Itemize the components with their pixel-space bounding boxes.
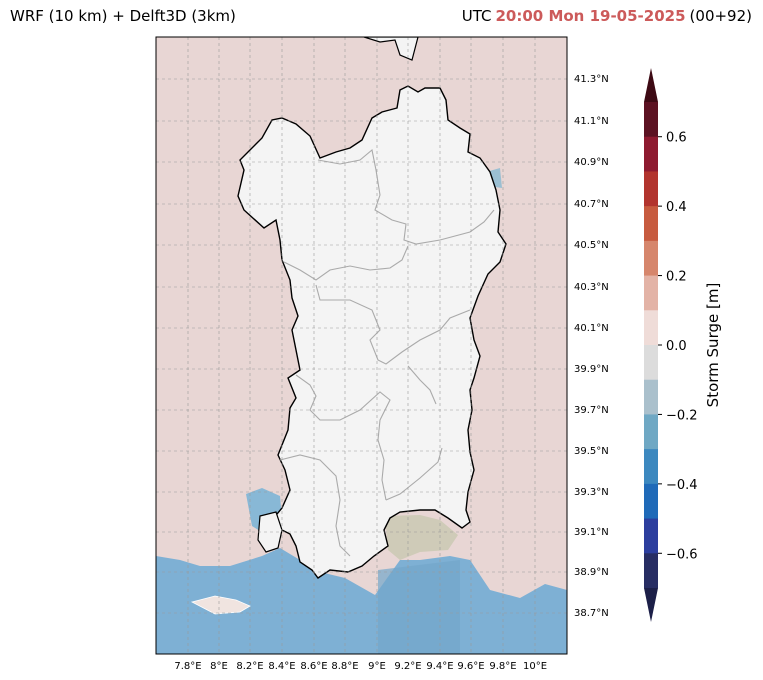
lon-label: 8.8°E [331, 661, 358, 672]
colorbar-tick-label: −0.2 [666, 408, 698, 423]
colorbar-band [644, 102, 658, 138]
lon-label: 9.2°E [394, 661, 421, 672]
colorbar-tick-label: −0.6 [666, 547, 698, 562]
colorbar-over-arrow [644, 68, 658, 102]
lat-label: 39.5°N [574, 446, 609, 457]
lat-label: 41.1°N [574, 116, 609, 127]
colorbar-band [644, 518, 658, 554]
colorbar-band [644, 206, 658, 242]
negative-surge-darker [378, 560, 460, 654]
lat-label: 40.7°N [574, 199, 609, 210]
lon-label: 9°E [368, 661, 386, 672]
lon-label: 8°E [210, 661, 228, 672]
lon-label: 9.4°E [426, 661, 453, 672]
lon-label: 7.8°E [174, 661, 201, 672]
longitude-labels: 7.8°E 8°E 8.2°E 8.4°E 8.6°E 8.8°E 9°E 9.… [174, 661, 547, 672]
colorbar-band [644, 240, 658, 277]
colorbar-tick-label: 0.2 [666, 270, 687, 285]
colorbar-tick-label: 0.6 [666, 131, 687, 146]
corsica-tip [363, 37, 419, 61]
sardinia-island [237, 85, 507, 579]
colorbar-band [644, 171, 658, 207]
west-coast-island [190, 595, 251, 615]
lead-time: (00+92) [689, 7, 752, 25]
lon-label: 10°E [523, 661, 547, 672]
lat-label: 40.3°N [574, 282, 609, 293]
colorbar-band [644, 136, 658, 172]
colorbar-tick-label: 0.0 [666, 339, 687, 354]
lat-label: 39.3°N [574, 487, 609, 498]
lat-label: 39.9°N [574, 364, 609, 375]
colorbar-title: Storm Surge [m] [704, 283, 722, 408]
colorbar-band [644, 310, 658, 346]
lat-label: 39.7°N [574, 405, 609, 416]
colorbar-band [644, 379, 658, 415]
gridlines [156, 37, 567, 654]
colorbar-band [644, 414, 658, 450]
colorbar-bands [644, 102, 658, 589]
negative-surge-area [156, 548, 567, 654]
forecast-time: UTC 20:00 Mon 19-05-2025 (00+92) [462, 7, 752, 25]
lon-label: 8.6°E [300, 661, 327, 672]
latitude-labels: 41.3°N 41.1°N 40.9°N 40.7°N 40.5°N 40.3°… [574, 74, 609, 619]
map-title: WRF (10 km) + Delft3D (3km) [10, 7, 236, 25]
lat-label: 38.9°N [574, 567, 609, 578]
colorbar-tick-label: 0.4 [666, 200, 687, 215]
colorbar-ticks: 0.6 0.4 0.2 0.0 −0.2 −0.4 −0.6 [658, 131, 698, 562]
colorbar-tick-label: −0.4 [666, 478, 698, 493]
utc-label: UTC [461, 7, 492, 25]
colorbar-under-arrow [644, 588, 658, 622]
lon-label: 8.2°E [236, 661, 263, 672]
lat-label: 41.3°N [574, 74, 609, 85]
lat-label: 39.1°N [574, 527, 609, 538]
colorbar-band [644, 449, 658, 485]
colorbar: 0.6 0.4 0.2 0.0 −0.2 −0.4 −0.6 Storm Surge [m] [644, 68, 722, 622]
colorbar-band [644, 275, 658, 311]
map-panel [156, 37, 567, 654]
lat-label: 40.9°N [574, 157, 609, 168]
lon-label: 9.8°E [489, 661, 516, 672]
lat-label: 38.7°N [574, 608, 609, 619]
colorbar-band [644, 483, 658, 520]
valid-timestamp: 20:00 Mon 19-05-2025 [495, 7, 686, 25]
colorbar-band [644, 345, 658, 381]
map-frame [155, 36, 568, 655]
colorbar-band [644, 553, 658, 589]
province-borders [279, 148, 495, 557]
lat-label: 40.1°N [574, 323, 609, 334]
lat-label: 40.5°N [574, 240, 609, 251]
lon-label: 9.6°E [457, 661, 484, 672]
lon-label: 8.4°E [268, 661, 295, 672]
